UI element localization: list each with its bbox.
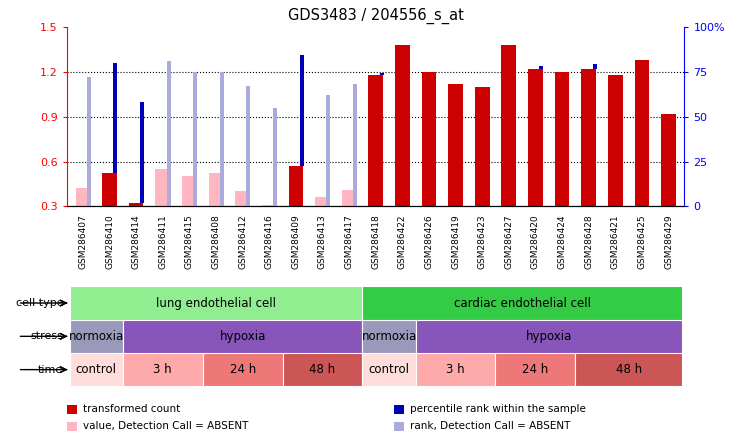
Text: value, Detection Call = ABSENT: value, Detection Call = ABSENT — [83, 421, 248, 431]
Bar — [129, 203, 144, 206]
Text: GSM286414: GSM286414 — [132, 214, 141, 269]
Text: time: time — [38, 365, 63, 375]
Bar — [113, 63, 118, 174]
Bar — [193, 71, 197, 206]
Bar — [528, 69, 542, 206]
Bar — [581, 69, 596, 206]
Text: GSM286423: GSM286423 — [478, 214, 487, 269]
Text: GSM286422: GSM286422 — [398, 214, 407, 269]
Bar — [70, 286, 362, 320]
Bar — [262, 205, 277, 206]
Bar — [416, 353, 496, 386]
Bar — [123, 320, 362, 353]
Text: normoxia: normoxia — [68, 330, 124, 343]
Text: 24 h: 24 h — [229, 363, 256, 376]
Bar — [362, 286, 682, 320]
Text: 3 h: 3 h — [153, 363, 172, 376]
Bar — [102, 174, 117, 206]
Bar — [70, 320, 123, 353]
Bar — [379, 73, 384, 75]
Bar — [70, 353, 123, 386]
Bar — [608, 75, 623, 206]
Bar — [353, 84, 357, 206]
Text: GSM286408: GSM286408 — [211, 214, 220, 269]
Text: GSM286429: GSM286429 — [664, 214, 673, 269]
Bar — [341, 190, 356, 206]
Text: hypoxia: hypoxia — [219, 330, 266, 343]
Bar — [140, 102, 144, 203]
Bar — [496, 353, 575, 386]
Bar — [123, 353, 202, 386]
Bar — [592, 64, 597, 69]
Text: GSM286410: GSM286410 — [105, 214, 114, 269]
Bar — [327, 95, 330, 206]
Text: GSM286419: GSM286419 — [451, 214, 460, 269]
Text: GSM286409: GSM286409 — [292, 214, 301, 269]
Text: GSM286424: GSM286424 — [557, 214, 566, 269]
Bar — [283, 353, 362, 386]
Text: lung endothelial cell: lung endothelial cell — [156, 297, 276, 309]
Bar — [182, 177, 196, 206]
Bar — [315, 198, 330, 206]
Title: GDS3483 / 204556_s_at: GDS3483 / 204556_s_at — [288, 8, 464, 24]
Bar — [416, 320, 682, 353]
Bar — [448, 83, 463, 206]
Bar — [661, 114, 676, 206]
Bar — [167, 61, 170, 206]
Bar — [501, 45, 516, 206]
Bar — [575, 353, 682, 386]
Bar — [76, 189, 90, 206]
Bar — [475, 87, 490, 206]
Text: rank, Detection Call = ABSENT: rank, Detection Call = ABSENT — [410, 421, 571, 431]
Text: 48 h: 48 h — [310, 363, 336, 376]
Text: cardiac endothelial cell: cardiac endothelial cell — [454, 297, 591, 309]
Bar — [220, 71, 224, 206]
Text: GSM286425: GSM286425 — [638, 214, 647, 269]
Bar — [362, 353, 416, 386]
Text: GSM286416: GSM286416 — [265, 214, 274, 269]
Bar — [155, 169, 170, 206]
Text: GSM286426: GSM286426 — [425, 214, 434, 269]
Bar — [362, 320, 416, 353]
Text: GSM286420: GSM286420 — [531, 214, 540, 269]
Text: GSM286427: GSM286427 — [504, 214, 513, 269]
Text: GSM286413: GSM286413 — [318, 214, 327, 269]
Bar — [539, 66, 543, 69]
Bar — [555, 71, 569, 206]
Text: percentile rank within the sample: percentile rank within the sample — [410, 404, 586, 414]
Text: GSM286415: GSM286415 — [185, 214, 194, 269]
Bar — [300, 56, 304, 166]
Text: GSM286417: GSM286417 — [344, 214, 353, 269]
Bar — [395, 45, 410, 206]
Text: control: control — [76, 363, 117, 376]
Bar — [235, 191, 250, 206]
Text: control: control — [368, 363, 409, 376]
Text: 24 h: 24 h — [522, 363, 548, 376]
Text: GSM286411: GSM286411 — [158, 214, 167, 269]
Text: 3 h: 3 h — [446, 363, 465, 376]
Text: cell type: cell type — [16, 298, 63, 308]
Text: GSM286428: GSM286428 — [584, 214, 593, 269]
Text: hypoxia: hypoxia — [525, 330, 572, 343]
Text: GSM286407: GSM286407 — [78, 214, 88, 269]
Bar — [635, 59, 650, 206]
Bar — [209, 174, 223, 206]
Bar — [289, 166, 304, 206]
Bar — [368, 75, 383, 206]
Bar — [273, 107, 277, 206]
Text: GSM286412: GSM286412 — [238, 214, 247, 269]
Text: normoxia: normoxia — [362, 330, 417, 343]
Text: GSM286421: GSM286421 — [611, 214, 620, 269]
Text: 48 h: 48 h — [615, 363, 641, 376]
Text: transformed count: transformed count — [83, 404, 180, 414]
Bar — [246, 86, 251, 206]
Bar — [87, 77, 91, 206]
Bar — [202, 353, 283, 386]
Bar — [422, 71, 436, 206]
Text: GSM286418: GSM286418 — [371, 214, 380, 269]
Text: stress: stress — [31, 331, 63, 341]
